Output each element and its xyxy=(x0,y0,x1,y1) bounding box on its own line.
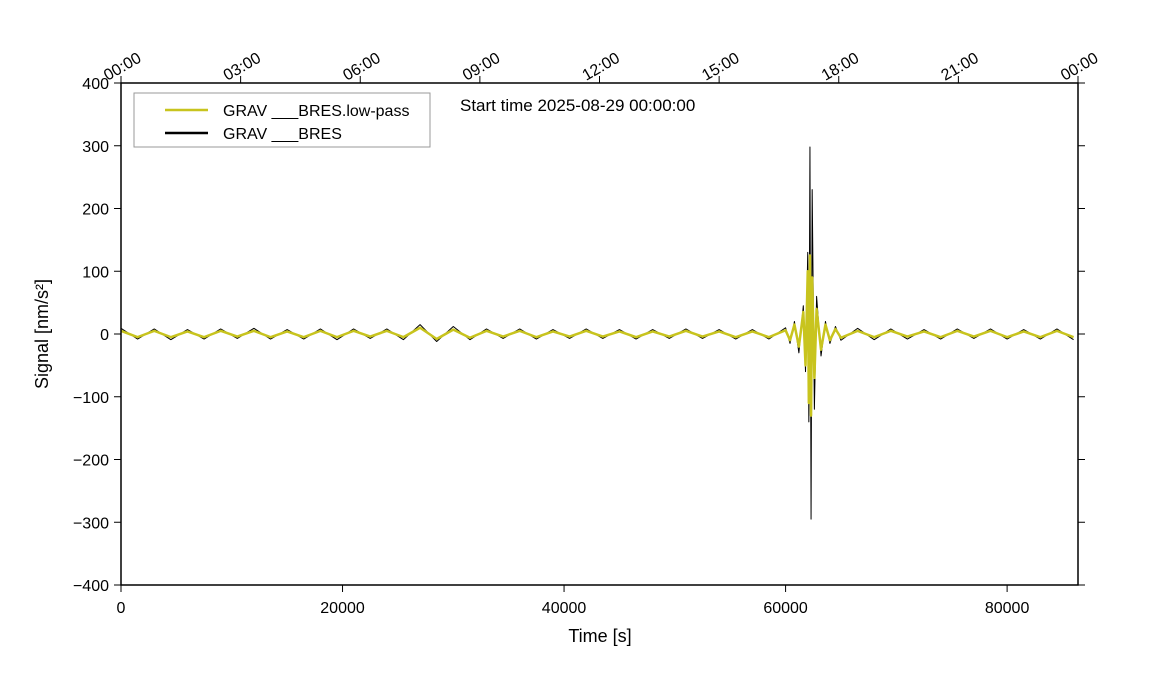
x-tick-label: 80000 xyxy=(985,600,1030,617)
top-x-tick-label: 18:00 xyxy=(819,50,862,85)
series-line xyxy=(120,254,1075,417)
legend-label: GRAV ___BRES xyxy=(223,126,342,143)
top-x-tick-label: 15:00 xyxy=(699,50,742,85)
annotation: Start time 2025-08-29 00:00:00 xyxy=(460,96,695,115)
y-tick-label: 300 xyxy=(82,139,109,156)
top-x-tick-label: 03:00 xyxy=(221,50,264,85)
legend-label: GRAV ___BRES.low-pass xyxy=(223,103,409,120)
top-x-tick-label: 09:00 xyxy=(460,50,503,85)
y-tick-label: 0 xyxy=(100,327,109,344)
top-x-tick-label: 00:00 xyxy=(1058,50,1101,85)
y-tick-label: 100 xyxy=(82,264,109,281)
x-tick-label: 0 xyxy=(117,600,126,617)
y-axis-label: Signal [nm/s²] xyxy=(32,279,52,389)
plot-frame xyxy=(120,82,1079,586)
y-tick-label: 200 xyxy=(82,202,109,219)
x-axis-label: Time [s] xyxy=(568,626,631,646)
x-tick-label: 60000 xyxy=(763,600,808,617)
y-tick-label: −300 xyxy=(73,515,109,532)
x-tick-label: 40000 xyxy=(542,600,587,617)
top-x-tick-label: 06:00 xyxy=(340,50,383,85)
y-tick-label: 400 xyxy=(82,76,109,93)
y-tick-label: −100 xyxy=(73,390,109,407)
legend-box xyxy=(133,92,431,148)
top-x-tick-label: 00:00 xyxy=(101,50,144,85)
y-tick-label: −400 xyxy=(73,578,109,595)
y-tick-label: −200 xyxy=(73,453,109,470)
top-x-tick-label: 21:00 xyxy=(939,50,982,85)
x-tick-label: 20000 xyxy=(320,600,365,617)
top-x-tick-label: 12:00 xyxy=(580,50,623,85)
